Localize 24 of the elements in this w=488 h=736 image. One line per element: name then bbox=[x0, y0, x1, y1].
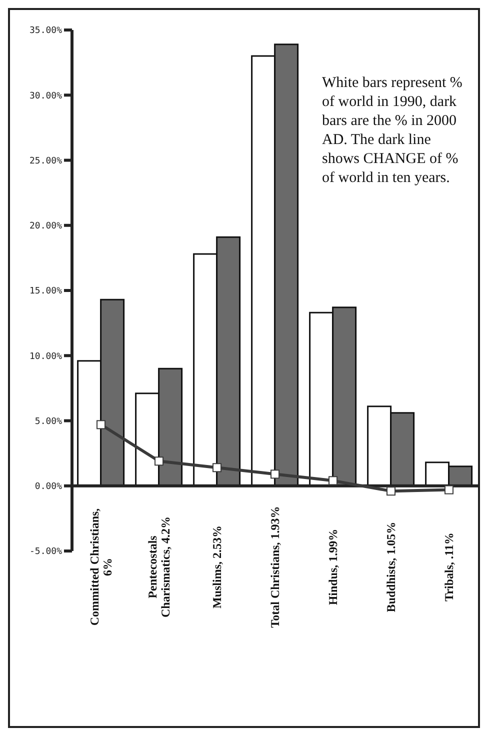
x-tick-label: Total Christians, 1.93% bbox=[268, 506, 282, 628]
point bbox=[386, 486, 396, 496]
x-tick-label: Committed Christians, 6% bbox=[88, 508, 114, 626]
y-tick-label: 0.00% bbox=[34, 482, 63, 492]
annotation: White bars represent % of world in 1990, dark bars are the % in 2000 AD. The dark line shows CHANGE of % of world in ten years. bbox=[322, 74, 464, 188]
point bbox=[270, 470, 280, 479]
point bbox=[154, 456, 164, 466]
point bbox=[444, 485, 454, 494]
y-tick-label: 5.00% bbox=[34, 416, 63, 427]
x-tick-label: Tribals, .11% bbox=[442, 532, 456, 602]
x-tick-label: Buddhists, 1.05% bbox=[384, 522, 398, 612]
x-tick-label: Muslims, 2.53% bbox=[210, 525, 224, 609]
x-tick-label: Pentecostals Charismatics, 4.2% bbox=[146, 516, 172, 618]
point bbox=[212, 463, 222, 472]
y-tick-label: 15.00% bbox=[29, 286, 63, 297]
point bbox=[96, 420, 106, 430]
y-tick-label: 20.00% bbox=[29, 222, 63, 232]
y-tick-label: 35.00% bbox=[29, 26, 63, 36]
point bbox=[328, 476, 338, 486]
y-tick-label: 25.00% bbox=[29, 156, 63, 166]
x-tick-label: Hindus, 1.99% bbox=[326, 528, 340, 606]
y-tick-label: -5.00% bbox=[29, 547, 63, 558]
y-tick-label: 30.00% bbox=[29, 91, 63, 102]
y-tick-label: 10.00% bbox=[29, 352, 63, 362]
